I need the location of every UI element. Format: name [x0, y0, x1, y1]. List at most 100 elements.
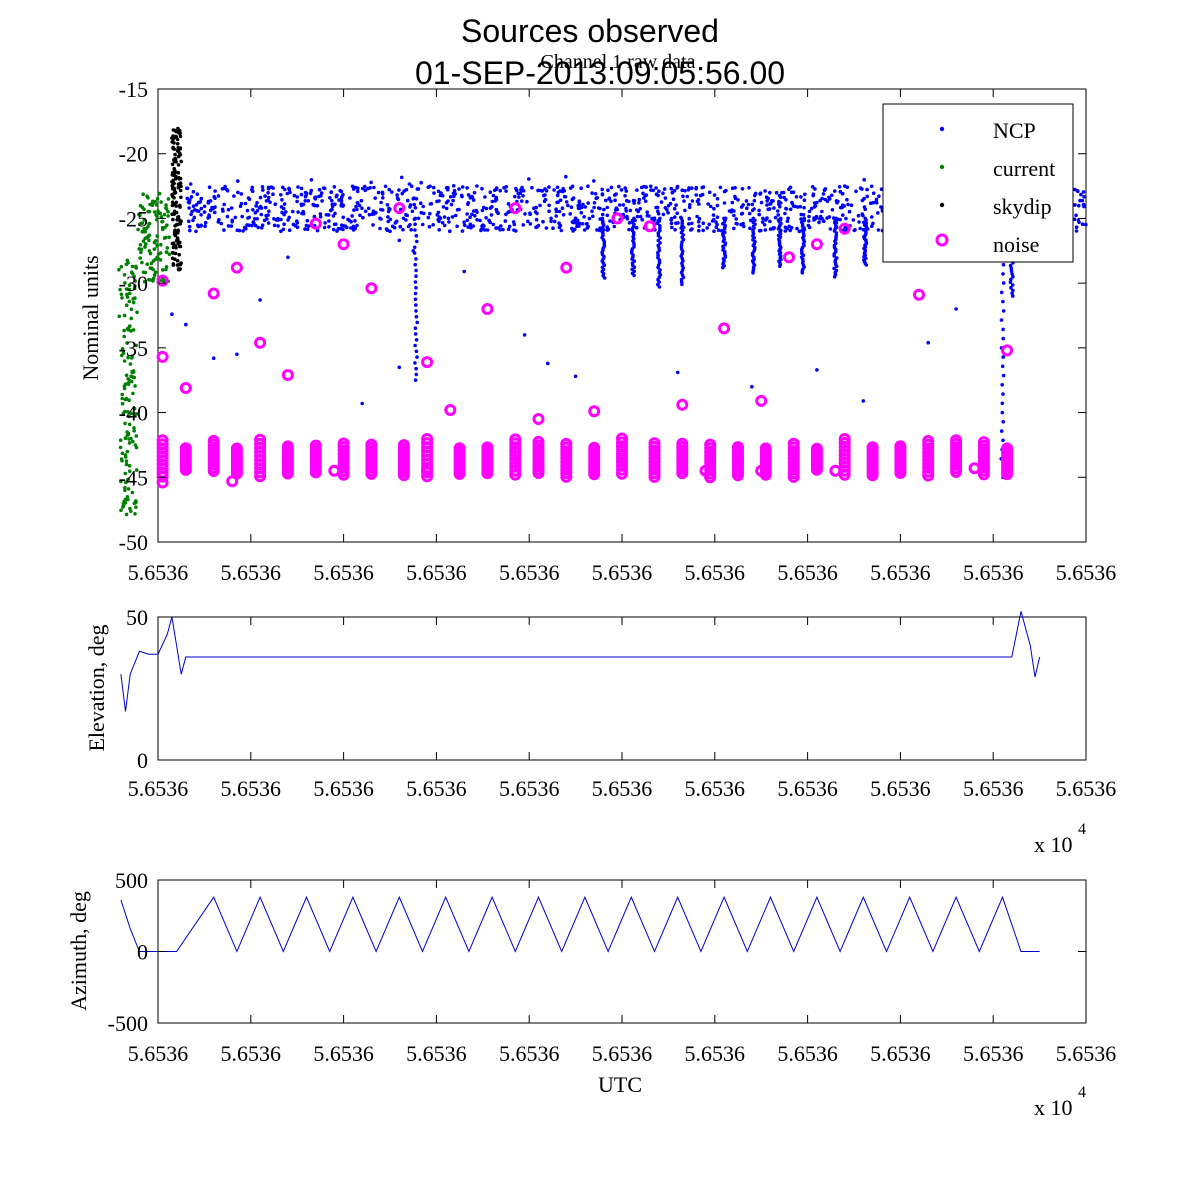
ncp-point [666, 211, 670, 215]
ncp-point [409, 184, 414, 189]
ncp-point [625, 216, 630, 221]
ncp-point [309, 188, 314, 193]
ncp-point [292, 193, 297, 198]
current-point [123, 471, 128, 476]
ncp-point [623, 194, 627, 198]
ncp-point [600, 187, 604, 192]
x-tick-label: 5.6536 [313, 560, 374, 585]
ncp-point [305, 218, 310, 223]
current-point [132, 429, 136, 433]
ncp-point [542, 193, 546, 198]
ncp-point [281, 206, 286, 211]
ncp-point [609, 185, 614, 190]
ncp-point [280, 185, 285, 190]
ncp-point [353, 226, 358, 231]
ncp-point [465, 218, 470, 223]
ncp-point [407, 182, 412, 186]
ncp-point [624, 198, 629, 203]
current-point [151, 276, 156, 281]
ncp-point [202, 210, 207, 214]
ncp-point [455, 224, 459, 229]
ncp-outlier-point [815, 368, 819, 372]
current-point [164, 265, 169, 269]
current-point [120, 392, 124, 397]
ncp-point [1079, 192, 1083, 197]
ncp-point [521, 223, 526, 227]
current-point [155, 243, 159, 247]
ncp-point [447, 220, 451, 224]
ncp-point [358, 213, 362, 218]
ncp-point [1077, 220, 1081, 225]
ncp-point [799, 195, 803, 199]
noise-point [179, 382, 192, 394]
noise-point [532, 463, 545, 476]
noise-point [393, 202, 406, 215]
ncp-point [279, 229, 283, 234]
ncp-point [254, 204, 258, 208]
ncp-point [592, 205, 596, 210]
ncp-point [797, 229, 802, 234]
current-point [165, 246, 170, 250]
ncp-point [840, 203, 845, 207]
noise-point [588, 405, 601, 418]
ncp-point [444, 200, 449, 205]
ncp-point [794, 195, 799, 199]
ncp-point [715, 215, 720, 219]
skydip-point [173, 251, 178, 256]
ncp-point [299, 202, 304, 207]
ncp-point [203, 220, 208, 225]
x-tick-label: 5.6536 [406, 776, 467, 801]
skydip-point [171, 194, 175, 199]
ncp-point [473, 214, 477, 218]
noise-cluster-point [560, 470, 573, 483]
ncp-point [669, 186, 674, 191]
current-point [128, 291, 132, 296]
ncp-point [323, 221, 327, 225]
ncp-point [448, 195, 453, 199]
ncp-point [465, 212, 469, 216]
noise-point [643, 220, 656, 233]
ncp-point [745, 206, 749, 210]
current-point [127, 283, 132, 288]
ncp-point [514, 186, 518, 191]
ncp-point [457, 187, 461, 191]
ncp-point [251, 208, 255, 212]
y-tick-label: -30 [119, 271, 148, 296]
ncp-point [871, 200, 875, 205]
ncp-point [617, 184, 621, 189]
ncp-point [421, 204, 426, 209]
noise-point [254, 336, 267, 349]
ncp-point [191, 189, 196, 194]
ncp-point [295, 195, 300, 199]
panel2-x-ticks: 5.6536 5.6536 5.6536 5.6536 5.6536 5.6536 5.65… [128, 617, 1116, 801]
ncp-point [399, 175, 404, 180]
ncp-point [253, 217, 257, 221]
ncp-dip-point [414, 372, 419, 377]
ncp-point [303, 227, 307, 231]
current-point [134, 505, 138, 510]
ncp-outlier-point [235, 352, 239, 357]
ncp-point [387, 206, 391, 211]
ncp-point [705, 226, 709, 230]
ncp-point [784, 206, 788, 211]
ncp-point [732, 213, 736, 218]
ncp-point [460, 229, 465, 233]
noise-cluster-point [509, 468, 522, 481]
ncp-point [468, 215, 472, 219]
ncp-point [360, 186, 365, 191]
ncp-point [592, 179, 596, 183]
azimuth-line [120, 895, 1040, 953]
ncp-dip-point [656, 221, 660, 226]
panel-raw-data: -15-20-25-30-35-40-45-50 5.6536 5.6536 5.6… [78, 77, 1116, 585]
x-tick-label: 5.6536 [1056, 1041, 1117, 1066]
ncp-dip-point [1001, 272, 1005, 276]
ncp-point [496, 226, 501, 230]
current-point [153, 270, 158, 275]
ncp-point [1072, 217, 1077, 221]
ncp-point [788, 207, 793, 212]
ncp-point [208, 208, 213, 213]
x-tick-label: 5.6536 [221, 1041, 282, 1066]
skydip-point [172, 158, 176, 162]
ncp-point [211, 206, 216, 210]
skydip-point [172, 147, 176, 151]
